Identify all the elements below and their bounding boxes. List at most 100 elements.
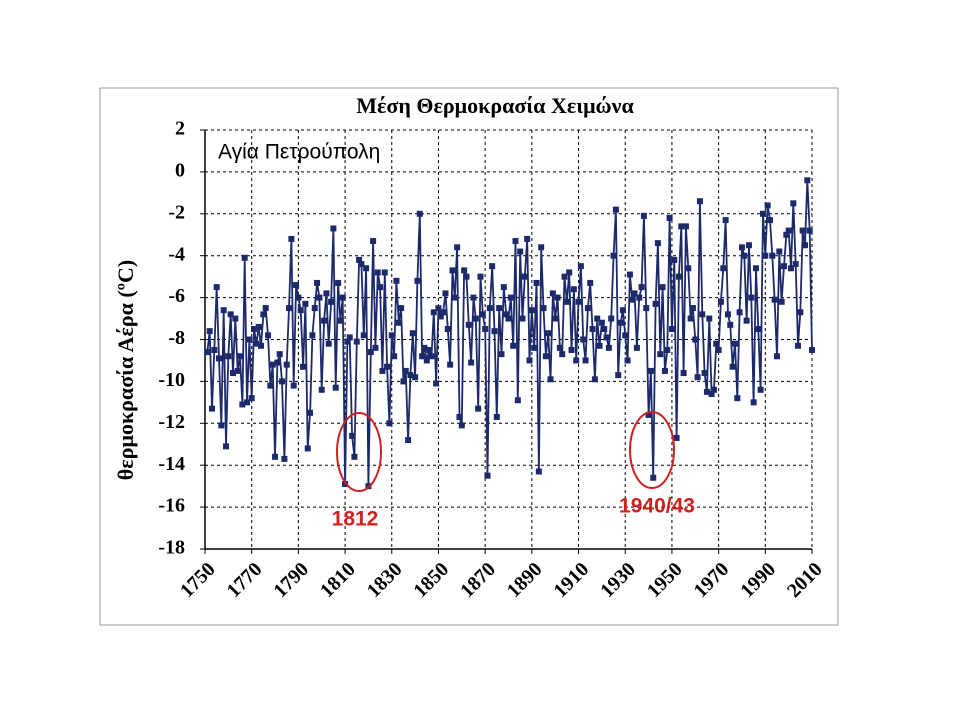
data-point [241,254,248,261]
data-point [391,353,398,360]
data-point [279,378,286,385]
data-point [801,242,808,249]
data-point [528,307,535,314]
data-point [615,372,622,379]
data-point [743,317,750,324]
data-point [624,357,631,364]
data-point [479,311,486,318]
data-point [377,284,384,291]
data-point [727,321,734,328]
data-point [458,422,465,429]
data-point [664,346,671,353]
data-point [304,445,311,452]
data-point [258,342,265,349]
data-point [568,346,575,353]
data-point [349,432,356,439]
data-point [339,294,346,301]
data-point [414,277,421,284]
data-point [605,344,612,351]
data-point [792,261,799,268]
data-point [715,346,722,353]
data-point [444,326,451,333]
data-point [566,269,573,276]
data-point [286,305,293,312]
data-point [419,353,426,360]
data-point [468,359,475,366]
data-point [435,305,442,312]
data-point [512,238,519,245]
data-point [787,265,794,272]
data-point [244,399,251,406]
data-point [461,267,468,274]
data-point [687,315,694,322]
data-point [302,300,309,307]
data-point [524,235,531,242]
data-point [531,344,538,351]
data-point [573,357,580,364]
data-point [328,298,335,305]
data-point [398,305,405,312]
data-point [356,256,363,263]
data-point [267,382,274,389]
data-point [591,376,598,383]
data-point [400,378,407,385]
data-point [647,367,654,374]
data-point [545,330,552,337]
data-point [332,384,339,391]
data-point [748,294,755,301]
data-point [216,355,223,362]
data-point [652,300,659,307]
data-point [323,290,330,297]
chart-subtitle: Αγία Πετρούπολη [218,141,380,164]
data-point [640,212,647,219]
y-tick-label: -8 [168,327,185,349]
data-point [253,340,260,347]
data-point [498,351,505,358]
data-point [421,344,428,351]
data-point [342,481,349,488]
data-point [601,326,608,333]
data-point [636,294,643,301]
data-point [428,353,435,360]
data-point [706,315,713,322]
data-point [426,346,433,353]
highlight-ellipse [336,412,382,492]
data-point [379,367,386,374]
data-point [799,227,806,234]
data-point [423,357,430,364]
data-point [234,367,241,374]
data-point [318,386,325,393]
data-point [757,386,764,393]
data-point [223,443,230,450]
data-point [507,294,514,301]
data-point [533,279,540,286]
data-point [213,284,220,291]
data-point [442,290,449,297]
data-point [288,235,295,242]
data-point [794,342,801,349]
data-point [491,328,498,335]
data-point [262,305,269,312]
y-axis-label: θερμοκρασία Αέρα (ºC) [113,260,138,480]
y-tick-label: -4 [168,243,185,265]
data-point [316,294,323,301]
data-point [682,223,689,230]
data-point [547,376,554,383]
highlight-ellipse [629,411,675,489]
data-point [631,290,638,297]
data-point [570,286,577,293]
data-point [603,334,610,341]
data-point [764,202,771,209]
data-point [486,305,493,312]
data-point [549,290,556,297]
data-point [246,336,253,343]
data-point [290,382,297,389]
data-point [703,388,710,395]
data-point [393,277,400,284]
data-point [358,261,365,268]
data-point [372,344,379,351]
data-point [526,357,533,364]
data-point [209,405,216,412]
data-point [745,242,752,249]
